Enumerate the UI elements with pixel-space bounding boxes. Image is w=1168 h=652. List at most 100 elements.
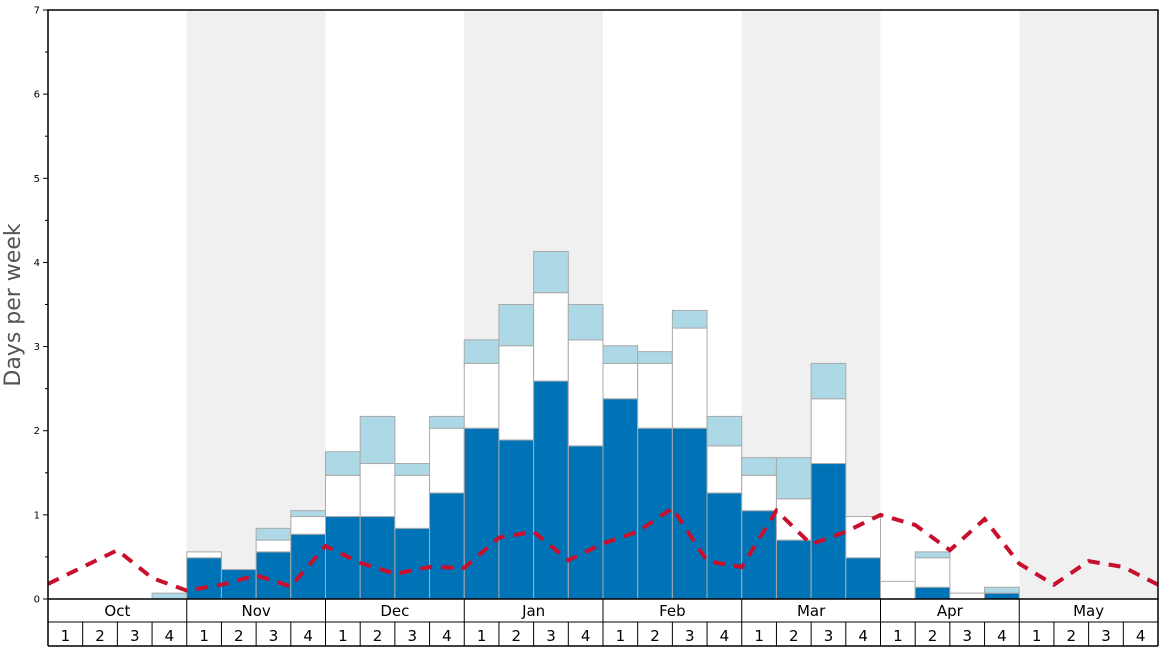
bar-segment — [463, 339, 500, 364]
bar-segment — [255, 539, 292, 553]
month-label-may: May — [1073, 602, 1104, 620]
bar-segment — [602, 345, 639, 364]
month-label-dec: Dec — [380, 602, 409, 620]
month-label-oct: Oct — [104, 602, 130, 620]
bar-segment — [914, 551, 951, 559]
bar-segment — [394, 463, 431, 476]
bar-segment — [706, 445, 743, 494]
bar-segment — [151, 592, 188, 600]
bar-segment — [949, 592, 986, 600]
bar-segment — [290, 516, 326, 535]
bar-segment — [463, 362, 500, 429]
week-label: 4 — [1136, 627, 1146, 645]
month-label-apr: Apr — [937, 602, 964, 620]
y-tick-label: 7 — [34, 6, 40, 17]
week-label: 2 — [928, 627, 938, 645]
week-label: 2 — [373, 627, 383, 645]
month-label-mar: Mar — [797, 602, 826, 620]
week-label: 2 — [650, 627, 660, 645]
bar-segment — [359, 463, 396, 518]
week-label: 1 — [754, 627, 764, 645]
week-label: 2 — [234, 627, 244, 645]
bar-segment — [429, 427, 465, 494]
bar-segment — [429, 415, 465, 429]
bar-segment — [290, 533, 326, 600]
y-tick-label: 6 — [34, 90, 40, 101]
bar-segment — [359, 516, 396, 600]
week-label: 3 — [685, 627, 695, 645]
bar-segment — [325, 516, 361, 600]
bar-segment — [255, 527, 292, 541]
bar-segment — [741, 457, 777, 476]
y-axis-title: Days per week — [1, 223, 26, 386]
week-label: 3 — [546, 627, 556, 645]
y-tick-label: 5 — [34, 174, 40, 185]
week-label: 4 — [858, 627, 868, 645]
stacked-bars — [151, 250, 1020, 600]
bar-segment — [186, 551, 222, 559]
week-label: 1 — [477, 627, 487, 645]
week-label: 2 — [95, 627, 105, 645]
bar-segment — [567, 445, 604, 600]
bar-segment — [775, 457, 812, 500]
bar-segment — [498, 304, 535, 347]
week-label: 2 — [512, 627, 522, 645]
bar-segment — [533, 292, 569, 382]
week-label: 1 — [1032, 627, 1042, 645]
week-label: 1 — [61, 627, 71, 645]
bar-segment — [394, 527, 431, 600]
week-label: 4 — [165, 627, 175, 645]
week-label: 1 — [893, 627, 903, 645]
bar-segment — [637, 362, 673, 429]
week-label: 2 — [1067, 627, 1077, 645]
week-label: 3 — [824, 627, 834, 645]
bar-segment — [810, 362, 847, 400]
bar-segment — [602, 398, 639, 600]
bar-segment — [325, 474, 361, 518]
week-label: 4 — [581, 627, 591, 645]
bar-segment — [810, 463, 847, 600]
week-label: 1 — [616, 627, 626, 645]
bar-segment — [810, 398, 847, 465]
bar-segment — [498, 439, 535, 600]
bar-segment — [914, 586, 951, 600]
month-label-feb: Feb — [659, 602, 686, 620]
week-label: 3 — [130, 627, 140, 645]
bar-segment — [984, 592, 1020, 600]
bar-segment — [880, 580, 916, 600]
bar-segment — [394, 474, 431, 529]
week-label: 4 — [303, 627, 313, 645]
y-tick-label: 1 — [34, 510, 40, 521]
bar-segment — [671, 327, 708, 429]
bar-segment — [498, 345, 535, 441]
bar-segment — [602, 362, 639, 400]
bar-segment — [567, 304, 604, 341]
bar-segment — [533, 250, 569, 294]
week-label: 2 — [789, 627, 799, 645]
bar-segment — [984, 586, 1020, 594]
week-label: 3 — [269, 627, 279, 645]
bar-segment — [775, 498, 812, 541]
bar-segment — [845, 557, 881, 600]
bar-segment — [706, 492, 743, 600]
week-label: 3 — [1101, 627, 1111, 645]
week-label: 3 — [962, 627, 972, 645]
bar-segment — [429, 492, 465, 600]
bar-segment — [325, 451, 361, 476]
bar-segment — [567, 339, 604, 447]
week-label: 4 — [442, 627, 452, 645]
x-axis-table: Oct 1 2 3 4 Nov 1 2 3 4 Dec 1 2 3 4 Jan 1 2 3 4 Feb 1 2 3 4 Mar 1 2… — [47, 599, 1159, 647]
y-tick-label: 0 — [34, 595, 40, 606]
y-tick-label: 2 — [34, 426, 40, 437]
y-tick-label: 3 — [34, 342, 40, 353]
bar-segment — [775, 539, 812, 600]
week-label: 1 — [338, 627, 348, 645]
bar-segment — [706, 415, 743, 447]
week-label: 1 — [199, 627, 209, 645]
month-label-nov: Nov — [241, 602, 270, 620]
bar-segment — [671, 309, 708, 329]
bar-segment — [914, 557, 951, 588]
bar-segment — [637, 351, 673, 364]
